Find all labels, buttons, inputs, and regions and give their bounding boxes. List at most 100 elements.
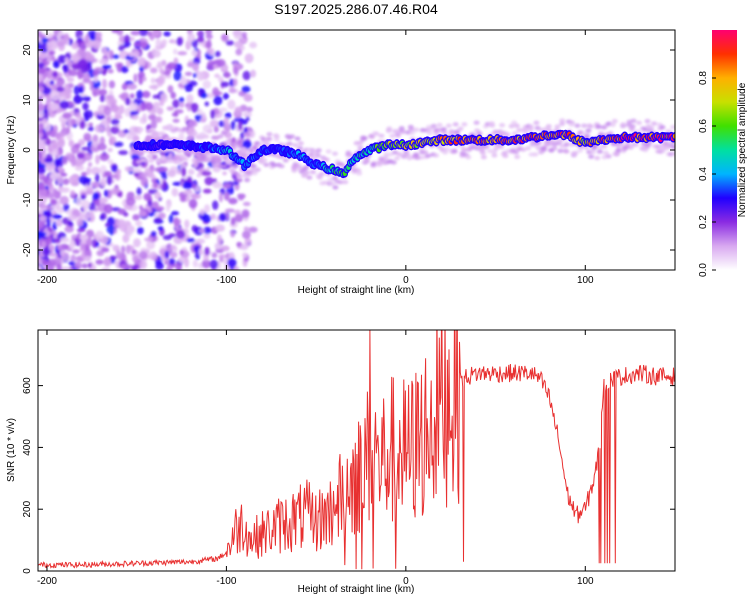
noise-blob [86, 186, 94, 194]
halo-blob [441, 130, 448, 136]
noise-blob [242, 230, 251, 239]
noise-blob [132, 168, 142, 173]
noise-blob [224, 71, 231, 79]
noise-blob [215, 224, 225, 232]
halo-blob [383, 152, 390, 157]
noise-blob [171, 112, 178, 117]
halo-blob [557, 148, 564, 154]
noise-blob [134, 258, 140, 266]
noise-blob [184, 83, 193, 93]
halo-blob [461, 122, 468, 127]
noise-blob [69, 239, 76, 250]
noise-blob [124, 107, 132, 117]
noise-blob [38, 231, 47, 237]
halo-blob [176, 149, 183, 154]
halo-blob [217, 134, 224, 139]
halo-blob [659, 148, 666, 153]
halo-blob [532, 152, 539, 157]
halo-blob [250, 163, 257, 169]
noise-blob [154, 167, 164, 173]
noise-blob [244, 53, 254, 64]
noise-blob [118, 44, 125, 52]
noise-blob [87, 126, 94, 132]
noise-blob [170, 244, 177, 250]
halo-blob [454, 129, 461, 135]
spectrogram-y-tick-label: 20 [22, 44, 33, 56]
noise-blob [46, 138, 51, 146]
noise-blob [197, 108, 203, 115]
halo-blob [551, 146, 558, 151]
noise-blob [250, 69, 257, 78]
halo-blob [620, 122, 627, 127]
noise-blob [38, 124, 41, 131]
halo-blob [577, 148, 584, 153]
spectrogram-x-tick-label: 100 [577, 275, 594, 286]
snr-x-tick-label: 100 [577, 576, 594, 587]
noise-blob [142, 90, 151, 99]
noise-blob [130, 114, 139, 120]
noise-blob [111, 104, 120, 113]
noise-blob [59, 195, 69, 205]
noise-blob [43, 210, 48, 215]
noise-blob [88, 161, 93, 167]
noise-blob [56, 40, 65, 47]
noise-blob [81, 199, 90, 209]
noise-blob [234, 106, 243, 115]
halo-blob [406, 155, 413, 161]
halo-blob [278, 164, 285, 169]
halo-blob [568, 122, 575, 127]
noise-blob [183, 189, 194, 195]
noise-blob [220, 33, 229, 42]
noise-blob [57, 175, 64, 185]
halo-blob [605, 154, 612, 159]
halo-blob [144, 136, 151, 141]
halo-blob [644, 118, 651, 124]
noise-blob [51, 143, 59, 150]
noise-blob [233, 78, 238, 87]
noise-blob [199, 228, 205, 234]
noise-blob [129, 93, 135, 99]
noise-blob [197, 36, 205, 43]
noise-blob [169, 251, 178, 258]
halo-blob [316, 175, 323, 180]
halo-blob [461, 147, 468, 153]
noise-blob [44, 79, 51, 86]
halo-blob [331, 176, 338, 181]
halo-blob [182, 156, 189, 162]
noise-blob [177, 51, 188, 56]
noise-blob [88, 210, 95, 219]
snr-y-tick-label: 200 [22, 500, 33, 517]
noise-blob [140, 172, 149, 178]
noise-blob [220, 245, 230, 252]
noise-blob [218, 192, 224, 203]
noise-blob [220, 81, 230, 88]
noise-blob [48, 252, 58, 257]
noise-blob [93, 75, 99, 83]
noise-blob [155, 116, 161, 123]
noise-blob [218, 254, 227, 259]
halo-blob [378, 133, 385, 139]
noise-blob [218, 213, 227, 222]
noise-blob [188, 198, 198, 209]
noise-blob [119, 223, 128, 232]
halo-blob [601, 144, 608, 149]
noise-blob [83, 132, 92, 142]
noise-blob [76, 228, 86, 233]
noise-blob [74, 165, 85, 171]
halo-blob [473, 120, 480, 125]
noise-blob [179, 249, 185, 256]
snr-y-tick-label: 0 [22, 568, 33, 574]
noise-blob [192, 62, 200, 72]
noise-blob [57, 244, 63, 251]
noise-blob [159, 98, 165, 107]
halo-blob [167, 158, 174, 164]
noise-blob [186, 237, 196, 243]
noise-blob [64, 83, 69, 93]
noise-blob [103, 257, 112, 267]
noise-blob [133, 238, 141, 248]
noise-blob [161, 171, 168, 181]
noise-blob [222, 171, 227, 176]
noise-blob [136, 226, 144, 235]
halo-blob [160, 156, 167, 161]
halo-blob [271, 162, 278, 168]
